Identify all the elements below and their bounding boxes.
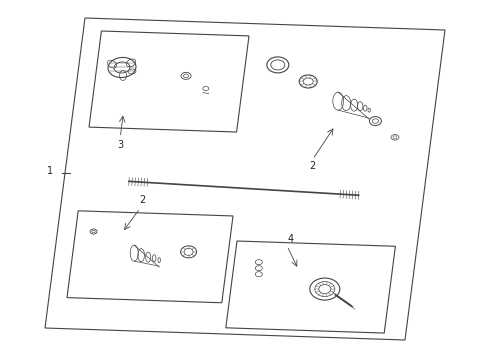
Text: 2: 2 xyxy=(310,162,316,171)
Text: 1: 1 xyxy=(47,166,53,176)
Text: 3: 3 xyxy=(117,140,123,150)
Text: 2: 2 xyxy=(139,195,145,205)
Text: 4: 4 xyxy=(288,234,294,244)
